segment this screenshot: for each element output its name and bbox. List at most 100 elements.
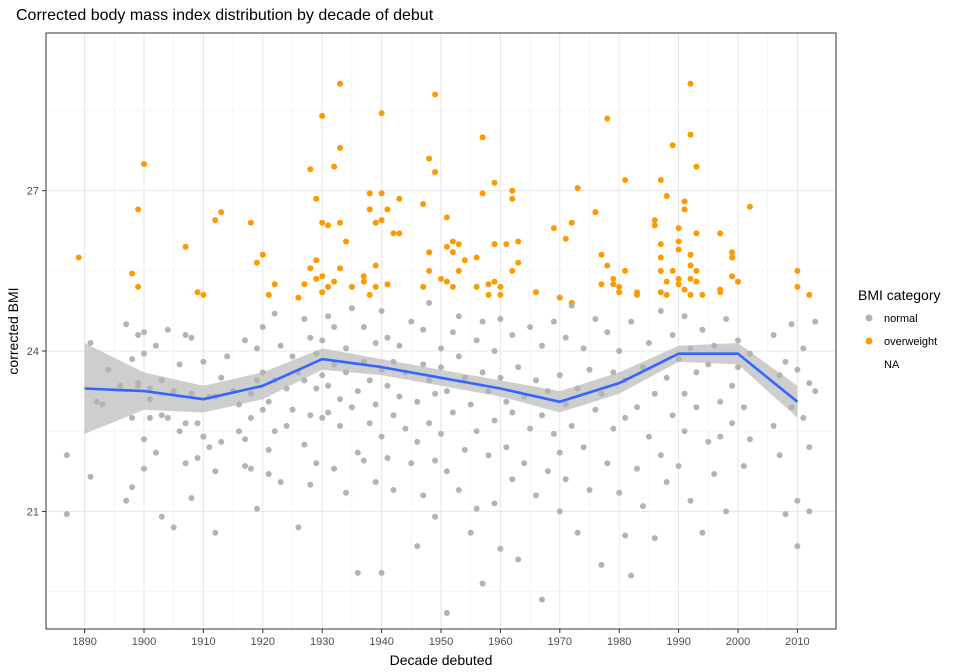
point-normal — [640, 364, 646, 371]
point-normal — [129, 414, 136, 421]
point-normal — [509, 332, 516, 338]
point-overweight — [420, 283, 427, 290]
point-overweight — [443, 214, 450, 221]
point-overweight — [265, 291, 272, 298]
point-overweight — [182, 243, 189, 250]
point-normal — [699, 529, 706, 536]
point-overweight — [301, 281, 308, 288]
point-normal — [259, 406, 266, 413]
legend-key-normal — [865, 314, 873, 322]
point-normal — [681, 390, 688, 397]
point-normal — [782, 358, 789, 365]
point-normal — [253, 345, 260, 352]
point-normal — [503, 398, 510, 405]
point-overweight — [384, 206, 391, 213]
point-normal — [711, 471, 718, 477]
point-overweight — [307, 265, 314, 272]
point-overweight — [218, 209, 225, 216]
point-normal — [87, 473, 94, 480]
point-normal — [420, 326, 427, 333]
x-tick-label: 1940 — [369, 636, 393, 648]
point-normal — [378, 308, 385, 314]
point-normal — [236, 428, 242, 435]
point-normal — [218, 438, 225, 445]
point-normal — [146, 396, 153, 403]
point-overweight — [794, 267, 801, 274]
point-normal — [455, 313, 462, 320]
point-normal — [616, 489, 623, 496]
point-normal — [610, 369, 617, 376]
point-overweight — [360, 278, 367, 285]
point-normal — [182, 420, 189, 427]
y-tick-label: 24 — [27, 346, 39, 358]
point-normal — [289, 353, 296, 360]
point-normal — [443, 388, 450, 395]
point-normal — [218, 374, 225, 381]
point-overweight — [337, 219, 343, 226]
point-normal — [331, 324, 338, 330]
point-normal — [651, 390, 658, 397]
point-normal — [63, 452, 70, 459]
point-normal — [348, 305, 355, 312]
point-normal — [354, 449, 361, 456]
point-overweight — [598, 251, 605, 258]
point-normal — [259, 324, 266, 330]
point-overweight — [717, 289, 724, 296]
point-normal — [467, 401, 474, 408]
point-overweight — [461, 257, 468, 264]
point-normal — [129, 356, 136, 363]
point-overweight — [247, 219, 254, 226]
point-overweight — [253, 259, 260, 266]
x-tick-label: 1970 — [548, 636, 572, 648]
point-overweight — [657, 267, 664, 274]
point-normal — [634, 465, 640, 472]
point-overweight — [681, 206, 688, 213]
point-normal — [158, 513, 165, 520]
point-normal — [176, 428, 183, 435]
point-overweight — [515, 238, 522, 245]
point-normal — [420, 361, 427, 368]
point-overweight — [473, 283, 480, 290]
x-tick-label: 1910 — [191, 636, 215, 648]
point-overweight — [622, 177, 629, 183]
point-normal — [360, 457, 367, 464]
point-normal — [645, 433, 652, 440]
point-overweight — [360, 273, 367, 280]
point-normal — [384, 334, 391, 341]
point-normal — [515, 556, 522, 563]
point-overweight — [331, 278, 338, 285]
point-overweight — [455, 241, 462, 248]
point-overweight — [693, 267, 700, 274]
point-overweight — [675, 275, 682, 282]
point-overweight — [337, 265, 343, 272]
point-normal — [123, 497, 130, 504]
point-overweight — [396, 195, 403, 202]
point-normal — [164, 414, 171, 421]
point-normal — [188, 495, 195, 501]
point-normal — [580, 444, 587, 451]
point-normal — [443, 610, 450, 616]
point-overweight — [657, 241, 664, 248]
point-normal — [503, 444, 510, 451]
point-overweight — [729, 273, 736, 280]
point-overweight — [396, 230, 403, 237]
point-normal — [746, 436, 753, 443]
point-overweight — [622, 267, 629, 274]
point-overweight — [562, 235, 569, 242]
point-overweight — [426, 155, 433, 162]
grid-major — [46, 33, 836, 629]
point-normal — [152, 449, 159, 456]
ribbon-area — [84, 343, 798, 434]
point-overweight — [574, 185, 581, 191]
point-normal — [265, 446, 272, 453]
point-normal — [800, 414, 807, 421]
point-overweight — [604, 115, 611, 122]
point-normal — [378, 569, 385, 576]
point-overweight — [337, 80, 343, 87]
point-overweight — [473, 254, 480, 261]
point-overweight — [426, 267, 433, 274]
point-normal — [283, 385, 290, 392]
point-overweight — [491, 278, 498, 285]
point-overweight — [699, 291, 706, 298]
